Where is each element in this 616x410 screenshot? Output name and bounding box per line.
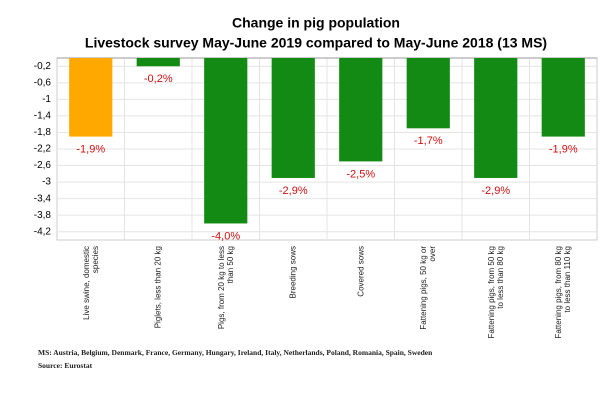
y-tick-label: -3,4 — [34, 193, 52, 204]
value-label: -1,9% — [76, 143, 105, 155]
value-label: -2,9% — [279, 185, 308, 197]
x-tick-label: Pigs, from 20 kg to less than 50 kg — [216, 246, 235, 330]
bar — [204, 58, 248, 224]
chart-subtitle: Livestock survey May-June 2019 compared … — [85, 35, 547, 51]
bar — [271, 58, 315, 178]
y-tick-label: -3,8 — [34, 210, 52, 221]
x-tick-label: Covered sows — [356, 246, 366, 297]
value-label: -0,2% — [144, 73, 173, 85]
bar — [541, 58, 585, 137]
y-tick-label: -1,8 — [34, 127, 52, 138]
bar — [69, 58, 113, 137]
chart-title: Change in pig population — [232, 15, 400, 31]
y-tick-label: -0,2 — [34, 61, 52, 72]
value-label: -4,0% — [211, 230, 240, 242]
bar — [339, 58, 383, 162]
x-tick-label: Fattening pigs, 50 kg or over — [419, 246, 438, 330]
y-tick-label: -2,6 — [34, 160, 52, 171]
y-tick-label: -1,4 — [34, 111, 52, 122]
x-tick-label: Live swine, domestic species — [81, 246, 100, 320]
x-tick-label: Fattening pigs, from 80 kg to less than … — [554, 246, 573, 339]
y-tick-label: -3 — [42, 177, 51, 188]
bar — [474, 58, 518, 178]
x-tick-label: Piglets, less than 20 kg — [153, 246, 163, 329]
value-label: -1,9% — [549, 143, 578, 155]
y-tick-label: -1 — [42, 94, 51, 105]
x-tick-label: Fattening pigs, from 50 kg to less than … — [486, 246, 505, 339]
value-label: -2,9% — [481, 185, 510, 197]
x-tick-label: Breeding sows — [288, 246, 298, 299]
y-tick-label: -4,2 — [34, 226, 52, 237]
y-tick-label: -0,6 — [34, 77, 52, 88]
bar — [136, 58, 180, 67]
footnote: Source: Eurostat — [38, 361, 93, 370]
value-label: -1,7% — [414, 135, 443, 147]
footnote: MS: Austria, Belgium, Denmark, France, G… — [38, 348, 433, 357]
bar — [406, 58, 450, 129]
value-label: -2,5% — [346, 168, 375, 180]
y-tick-label: -2,2 — [34, 144, 52, 155]
